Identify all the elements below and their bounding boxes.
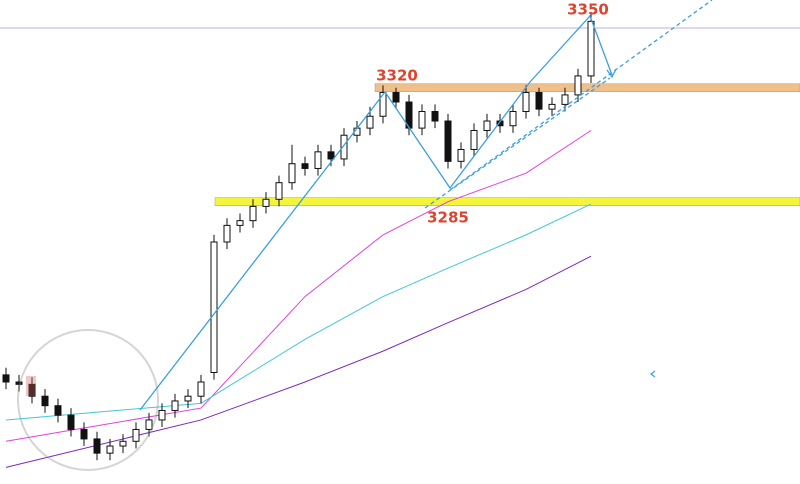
candle-body xyxy=(197,381,205,397)
level-label: 3320 xyxy=(376,67,418,85)
zigzag xyxy=(139,14,613,411)
candle-body xyxy=(301,163,309,169)
candle-body xyxy=(574,75,582,96)
candle-body xyxy=(587,20,595,77)
candle-body xyxy=(93,438,101,454)
candle-body xyxy=(41,395,49,407)
candle-body xyxy=(210,241,218,373)
level-label: 3285 xyxy=(427,209,469,227)
candle-body xyxy=(366,115,374,129)
candle-body xyxy=(444,120,452,162)
candle-body xyxy=(171,400,179,411)
candle-body xyxy=(548,103,556,110)
candle-body xyxy=(470,129,478,150)
candle-body xyxy=(2,374,10,383)
candle-body xyxy=(80,428,88,440)
candle-body xyxy=(119,440,127,447)
candle-body xyxy=(223,224,231,243)
watermark-circle xyxy=(17,329,159,471)
candle-body xyxy=(314,151,322,169)
candle-body xyxy=(106,445,114,454)
bands xyxy=(214,83,800,206)
level-label: 3350 xyxy=(567,1,609,19)
trend-line xyxy=(449,0,713,191)
moving-average xyxy=(5,203,592,421)
candle-body xyxy=(457,148,465,162)
candle-body xyxy=(184,395,192,402)
marker xyxy=(649,370,656,378)
candle-body xyxy=(236,220,244,226)
candle-body xyxy=(158,409,166,421)
candle-body xyxy=(145,419,153,430)
moving-average xyxy=(5,130,592,442)
arrow-head xyxy=(606,68,617,79)
candle-body xyxy=(509,111,517,127)
candle-body xyxy=(54,405,62,416)
level-band xyxy=(214,197,800,206)
candle-body xyxy=(483,120,491,131)
annotations xyxy=(139,0,713,411)
candle-body xyxy=(340,134,348,160)
candles xyxy=(2,11,595,461)
candle-body xyxy=(262,198,270,207)
candle-body xyxy=(132,428,140,442)
candle-body xyxy=(249,205,257,222)
candle-body xyxy=(418,111,426,129)
candle-body xyxy=(522,92,530,113)
candle-body xyxy=(327,151,335,160)
watermark-seal xyxy=(26,376,36,396)
candle-body xyxy=(28,383,36,397)
watermark xyxy=(17,329,159,471)
candle-body xyxy=(379,92,387,117)
candle-body xyxy=(67,414,75,430)
candle-body xyxy=(288,163,296,184)
candle-body xyxy=(275,182,283,200)
trend-line xyxy=(424,77,611,209)
candle-body xyxy=(15,381,23,385)
level-band xyxy=(374,83,800,93)
candle-body xyxy=(535,92,543,110)
moving-averages xyxy=(5,130,592,468)
candle-body xyxy=(392,92,400,103)
moving-average xyxy=(5,255,592,468)
candle-body xyxy=(561,94,569,105)
candle-body xyxy=(431,111,439,122)
